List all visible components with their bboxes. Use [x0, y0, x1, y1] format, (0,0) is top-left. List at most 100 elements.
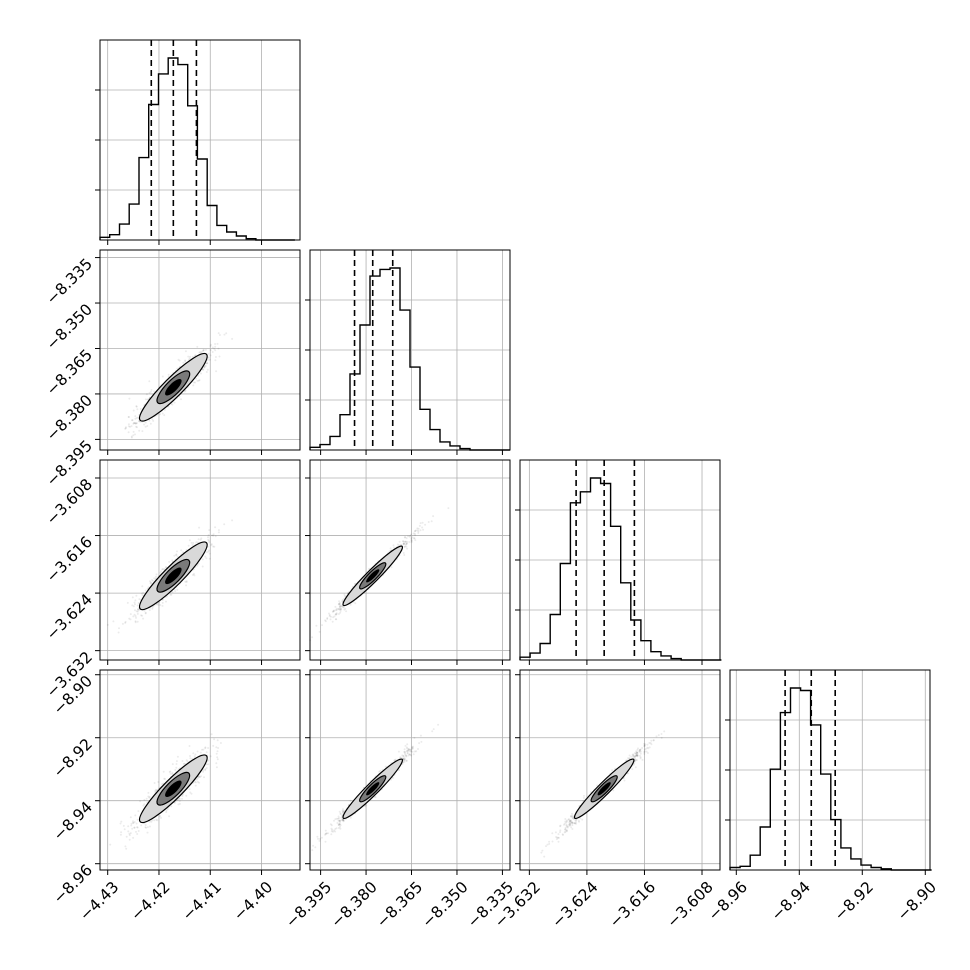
scatter-point [330, 827, 333, 830]
scatter-point [318, 839, 321, 842]
scatter-point [223, 333, 226, 336]
scatter-point [335, 827, 338, 830]
scatter-point [148, 609, 151, 612]
scatter-point [135, 594, 138, 597]
scatter-point [198, 379, 201, 382]
scatter-point [643, 744, 646, 747]
histogram-step [309, 267, 510, 451]
scatter-point [143, 798, 146, 801]
scatter-point [152, 419, 155, 422]
scatter-point [407, 748, 410, 751]
scatter-point [202, 768, 205, 771]
scatter-point [131, 419, 133, 422]
scatter-point [430, 520, 433, 523]
scatter-point [216, 750, 219, 753]
scatter-point [411, 747, 414, 750]
scatter-point [210, 733, 213, 736]
scatter-point [402, 543, 405, 546]
scatter-point [173, 801, 176, 804]
scatter-point [138, 429, 141, 432]
scatter-point [136, 833, 139, 835]
scatter-point [198, 775, 201, 778]
scatter-point [414, 530, 417, 532]
scatter-point [332, 610, 335, 613]
scatter-point [648, 742, 651, 744]
scatter-point [410, 539, 413, 542]
scatter-point [405, 543, 408, 545]
scatter-point [161, 568, 164, 571]
scatter-point [646, 746, 649, 749]
scatter-point [339, 823, 341, 826]
scatter-point [403, 757, 406, 759]
scatter-point [176, 588, 179, 591]
panel-1-0 [95, 249, 301, 455]
scatter-point [185, 580, 188, 583]
scatter-point [192, 381, 195, 384]
scatter-point [197, 775, 200, 778]
scatter-point [379, 769, 382, 772]
scatter-point [171, 559, 174, 562]
scatter-point [138, 420, 141, 423]
scatter-point [635, 755, 637, 757]
scatter-point [217, 529, 220, 532]
scatter-point [340, 608, 343, 611]
scatter-point [175, 760, 178, 763]
scatter-point [414, 539, 417, 542]
scatter-point [162, 770, 165, 773]
scatter-point [202, 770, 205, 773]
scatter-point [338, 819, 341, 822]
scatter-point [427, 521, 430, 523]
scatter-point [198, 781, 201, 784]
scatter-point [335, 613, 338, 616]
scatter-point [148, 825, 151, 828]
scatter-point [404, 536, 407, 538]
scatter-point [406, 750, 409, 752]
scatter-point [334, 609, 337, 612]
scatter-point [204, 769, 207, 772]
scatter-point [312, 844, 315, 847]
scatter-point [206, 362, 209, 365]
scatter-point [402, 540, 404, 543]
scatter-point [405, 545, 408, 548]
scatter-point [133, 601, 136, 604]
panel-3-0 [95, 669, 301, 875]
scatter-point [415, 750, 418, 753]
scatter-point [566, 826, 569, 829]
scatter-point [411, 747, 414, 750]
scatter-point [201, 368, 204, 371]
scatter-point [168, 560, 171, 563]
scatter-point [343, 595, 346, 597]
scatter-point [171, 773, 174, 775]
scatter-point [163, 777, 166, 780]
scatter-point [120, 820, 123, 823]
scatter-point [337, 815, 340, 818]
scatter-point [206, 359, 209, 361]
scatter-point [410, 541, 413, 544]
scatter-point [402, 758, 405, 761]
scatter-point [199, 351, 202, 354]
scatter-point [205, 551, 208, 554]
scatter-point [338, 600, 341, 603]
scatter-point [571, 817, 574, 819]
scatter-point [200, 372, 202, 375]
scatter-point [148, 795, 151, 798]
scatter-point [338, 819, 341, 822]
scatter-point [134, 422, 137, 425]
scatter-point [639, 748, 642, 751]
scatter-point [571, 824, 574, 827]
scatter-point [217, 747, 220, 749]
scatter-point [132, 821, 134, 824]
scatter-point [195, 778, 198, 781]
scatter-point [208, 557, 211, 560]
scatter-point [340, 604, 343, 607]
scatter-point [339, 605, 342, 608]
scatter-point [185, 759, 188, 762]
scatter-point [207, 356, 210, 359]
scatter-point [407, 749, 409, 752]
scatter-point [136, 826, 139, 829]
scatter-point [144, 826, 147, 829]
scatter-point [337, 823, 340, 826]
scatter-point [407, 535, 410, 538]
scatter-point [404, 540, 407, 543]
scatter-point [133, 821, 136, 823]
